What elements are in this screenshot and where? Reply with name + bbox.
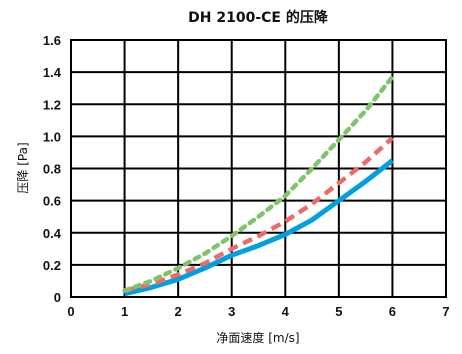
y-tick-label: 0 — [54, 290, 61, 305]
y-tick-label: 0.6 — [43, 194, 61, 209]
x-tick-label: 5 — [335, 304, 342, 319]
x-tick-label: 1 — [121, 304, 128, 319]
x-tick-label: 0 — [67, 304, 74, 319]
series-line-2-dashed — [124, 136, 394, 293]
y-tick-label: 1.0 — [43, 129, 61, 144]
y-tick-label: 1.6 — [43, 33, 61, 48]
y-tick-label: 0.4 — [43, 226, 62, 241]
plot-frame — [70, 39, 447, 298]
y-tick-label: 1.2 — [43, 97, 61, 112]
y-tick-label: 1.4 — [43, 65, 62, 80]
series-layer — [122, 74, 395, 297]
series-line-3-dotted — [122, 74, 395, 293]
y-tick-label: 0.8 — [43, 162, 61, 177]
x-tick-label: 6 — [389, 304, 396, 319]
x-tick-label: 4 — [282, 304, 290, 319]
x-tick-label: 2 — [175, 304, 182, 319]
y-axis-label: 压降 [Pa] — [16, 142, 30, 193]
series-line-1-solid — [124, 158, 394, 297]
y-tick-label: 0.2 — [43, 258, 61, 273]
x-axis-label: 净面速度 [m/s] — [216, 330, 299, 345]
tick-layer: 0 1 2 3 4 5 6 7 0 0.2 0.4 0.6 0.8 1.0 1.2 1.4 1.6 — [43, 33, 450, 319]
chart-title: DH 2100-CE 的压降 — [188, 9, 329, 26]
x-tick-label: 3 — [228, 304, 235, 319]
x-tick-label: 7 — [442, 304, 449, 319]
